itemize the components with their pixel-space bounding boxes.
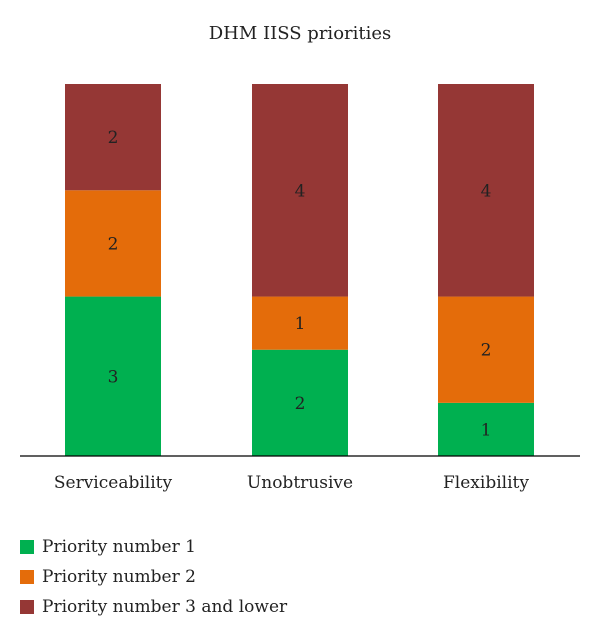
bar-segment-flexibility-series-3 [438, 84, 534, 297]
bar-segment-serviceability-series-3 [65, 84, 161, 191]
legend-label: Priority number 1 [42, 537, 196, 557]
bar-segment-serviceability-series-2 [65, 190, 161, 297]
bar-segment-unobtrusive-series-2 [252, 296, 348, 350]
bar-segment-flexibility-series-1 [438, 402, 534, 456]
x-tick-label-unobtrusive: Unobtrusive [247, 473, 353, 493]
legend-item-series-1: Priority number 1 [20, 532, 287, 562]
bar-segment-unobtrusive-series-1 [252, 349, 348, 456]
data-label-flexibility-series-2: 2 [481, 341, 492, 361]
legend-swatch [20, 600, 34, 614]
data-label-serviceability-series-3: 2 [108, 128, 119, 148]
data-label-serviceability-series-2: 2 [108, 234, 119, 254]
legend-label: Priority number 3 and lower [42, 597, 288, 617]
legend-swatch [20, 570, 34, 584]
data-label-serviceability-series-1: 3 [108, 367, 119, 387]
x-tick-labels: Serviceability Unobtrusive Flexibility [54, 473, 529, 493]
bar-segment-serviceability-series-1 [65, 296, 161, 456]
legend-swatch [20, 540, 34, 554]
data-label-flexibility-series-3: 4 [481, 181, 492, 201]
bar-segment-unobtrusive-series-3 [252, 84, 348, 297]
bar-segment-flexibility-series-2 [438, 296, 534, 403]
data-label-unobtrusive-series-3: 4 [295, 181, 306, 201]
x-tick-label-serviceability: Serviceability [54, 473, 173, 493]
legend-label: Priority number 2 [42, 567, 196, 587]
bars-layer: 3 2 2 2 1 4 1 2 4 [65, 84, 534, 456]
data-label-unobtrusive-series-2: 1 [295, 314, 306, 334]
legend: Priority number 1 Priority number 2 Priori… [20, 532, 287, 622]
data-label-unobtrusive-series-1: 2 [295, 394, 306, 414]
legend-item-series-2: Priority number 2 [20, 562, 287, 592]
legend-item-series-3: Priority number 3 and lower [20, 592, 287, 622]
chart-title: DHM IISS priorities [209, 23, 392, 44]
stacked-bar-chart: DHM IISS priorities 3 2 2 2 1 4 1 2 4 Serviceabi… [20, 23, 580, 493]
x-tick-label-flexibility: Flexibility [443, 473, 529, 493]
data-label-flexibility-series-1: 1 [481, 420, 492, 440]
